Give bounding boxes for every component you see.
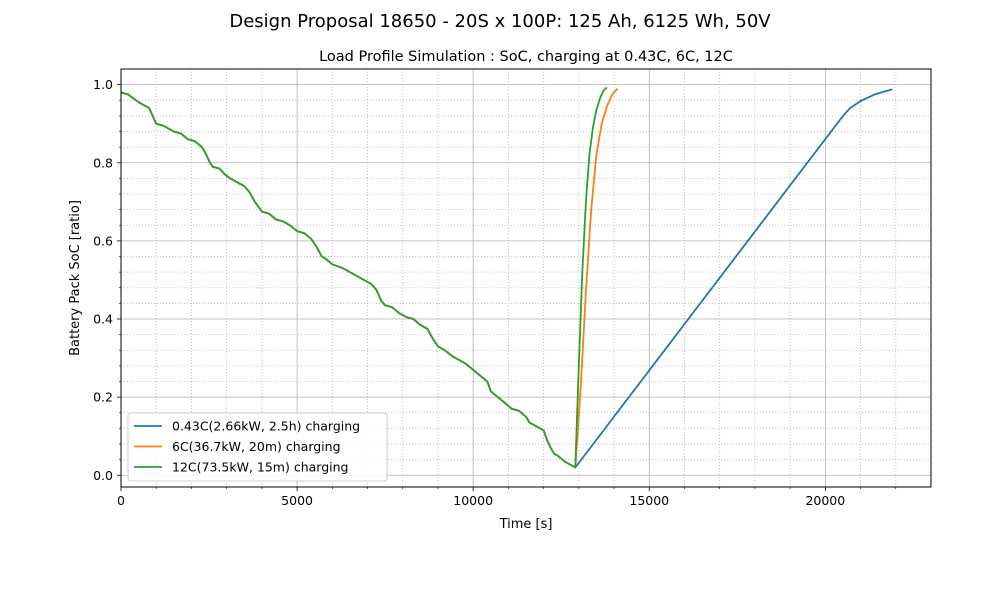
y-tick-label: 0.4	[93, 312, 113, 327]
figure-suptitle: Design Proposal 18650 - 20S x 100P: 125 …	[229, 11, 771, 32]
legend-label: 6C(36.7kW, 20m) charging	[172, 439, 341, 454]
series-line-1	[120, 87, 619, 469]
legend-label: 12C(73.5kW, 15m) charging	[172, 460, 348, 475]
minor-grid	[121, 69, 931, 487]
x-axis: 0 5000 10000 15000 20000	[117, 487, 897, 508]
legend-label: 0.43C(2.66kW, 2.5h) charging	[172, 419, 360, 434]
y-tick-label: 0.8	[93, 155, 113, 170]
chart-title: Load Profile Simulation : SoC, charging …	[319, 49, 733, 65]
x-tick-label: 20000	[805, 493, 845, 508]
y-tick-label: 0.6	[93, 233, 113, 248]
x-tick-label: 10000	[453, 493, 493, 508]
y-axis-label: Battery Pack SoC [ratio]	[68, 200, 83, 356]
x-tick-label: 5000	[281, 493, 313, 508]
series-discharge-line	[120, 86, 608, 469]
y-tick-label: 0.2	[93, 390, 113, 405]
x-tick-label: 0	[117, 493, 125, 508]
series-layer	[120, 86, 893, 469]
x-axis-label: Time [s]	[499, 517, 553, 532]
series-line-0	[120, 88, 893, 469]
y-tick-label: 0.0	[93, 468, 113, 483]
plot-frame	[120, 68, 932, 488]
x-tick-label: 15000	[629, 493, 669, 508]
legend-box	[127, 412, 388, 482]
y-tick-label: 1.0	[93, 77, 113, 92]
y-axis: 0.0 0.2 0.4 0.6 0.8 1.0	[93, 77, 121, 483]
legend: 0.43C(2.66kW, 2.5h) charging 6C(36.7kW, 2…	[127, 412, 388, 482]
